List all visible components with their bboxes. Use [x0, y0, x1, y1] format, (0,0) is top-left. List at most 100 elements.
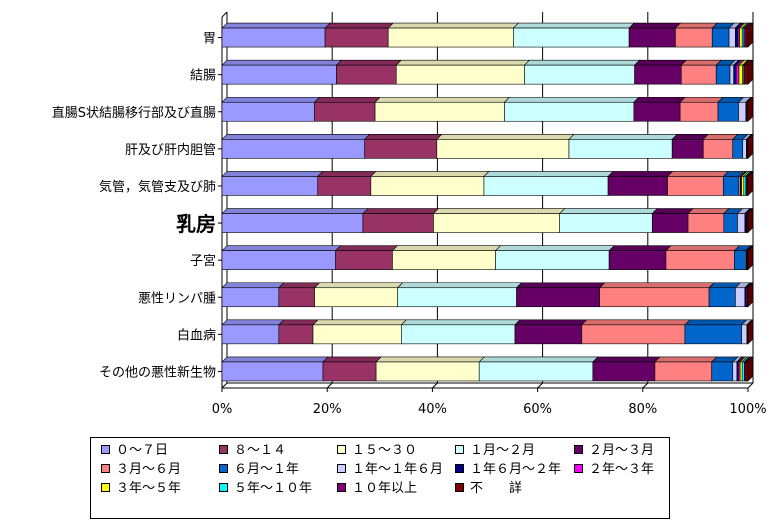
bar-row [221, 59, 754, 85]
bar-row [221, 356, 754, 382]
bar-segment-top [494, 245, 615, 251]
bar-segment [711, 361, 734, 382]
bar-segment [599, 287, 710, 308]
bar-segment-top [324, 22, 394, 29]
category-label: 白血病 [177, 327, 216, 343]
bar-segment [738, 64, 744, 85]
bar-segment [314, 287, 398, 308]
bar-segment [687, 213, 725, 233]
bar-segment [722, 176, 739, 196]
bar-segment-top [313, 96, 381, 103]
legend-item: ３月～６月 [101, 462, 181, 478]
bar-segment-top [680, 59, 722, 66]
bar-segment-top [313, 282, 404, 289]
bar-segment-top [370, 171, 490, 177]
bar-segment [592, 361, 656, 382]
legend-label: ３年～５年 [116, 481, 182, 496]
legend-item: 不 詳 [455, 481, 522, 497]
bar-segment [568, 139, 673, 159]
bar-segment [743, 27, 747, 48]
x-tick-label: 80% [628, 402, 657, 417]
bar-segment [702, 139, 734, 159]
bar-segment-top [568, 134, 678, 140]
bar-end-face [747, 207, 754, 234]
bar-segment-top [651, 208, 694, 214]
gridline-floor [642, 382, 649, 389]
bar-segment [732, 361, 738, 382]
bar-segment-top [395, 59, 531, 66]
bar-segment-top [221, 96, 321, 103]
x-tick-label: 100% [729, 402, 766, 417]
bar-segment-top [278, 282, 321, 289]
bar-segment [514, 324, 583, 345]
legend-item: ６月～１年 [219, 462, 299, 478]
bar-segment-top [558, 208, 658, 214]
bar-segment-top [221, 22, 331, 29]
legend-swatch [455, 464, 464, 473]
bar-segment [312, 324, 402, 345]
bar-segment [433, 213, 560, 233]
legend-item: ２年～３年 [574, 462, 654, 478]
bar-segment-top [503, 96, 640, 103]
bar-segment [392, 250, 496, 270]
bar-segment [736, 64, 740, 85]
bar-segment [715, 64, 731, 85]
bar-segment [711, 27, 730, 48]
bar-segment [317, 176, 372, 196]
bar-end-face [747, 319, 754, 345]
bar-segment-top [221, 59, 343, 66]
legend-label: １５～３０ [352, 443, 418, 458]
legend-label: １年～１年６月 [352, 462, 444, 477]
bar-segment [723, 213, 738, 233]
bar-row [221, 170, 754, 197]
bar-segment [221, 361, 324, 382]
bar-end-face [747, 356, 754, 382]
stacked-bar-chart: 胃結腸直腸S状結腸移行部及び直腸肝及び肝内胆管気管，気管支及び肺乳房子宮悪性リン… [52, 11, 767, 417]
bar-segment-top [608, 245, 672, 251]
bar-segment [401, 324, 516, 345]
gridline-floor [537, 382, 543, 389]
bar-segment-top [221, 282, 285, 289]
bar-segment [679, 101, 719, 122]
legend-item: ３年～５年 [101, 481, 181, 497]
legend-swatch [101, 464, 110, 473]
bar-segment-top [221, 356, 329, 363]
bar-segment [322, 361, 377, 382]
bar-segment [516, 287, 600, 308]
bar-segment [667, 176, 724, 196]
bar-segment [513, 27, 630, 48]
legend-swatch [219, 445, 228, 454]
bar-segment [314, 101, 376, 122]
legend-swatch [219, 483, 228, 492]
bar-segment [671, 139, 704, 159]
bar-end-face [747, 244, 754, 271]
bar-segment [654, 361, 713, 382]
category-labels: 胃結腸直腸S状結腸移行部及び直腸肝及び肝内胆管気管，気管支及び肺乳房子宮悪性リン… [52, 32, 222, 380]
legend-swatch [455, 483, 464, 492]
bar-segment-top [607, 171, 674, 177]
x-tick-label: 0% [212, 402, 233, 417]
bar-row [221, 96, 754, 122]
legend-label: ０～７日 [116, 443, 169, 458]
bar-segment [735, 27, 739, 48]
bar-segment-top [221, 245, 342, 251]
bar-end-face [747, 133, 754, 160]
bar-segment [221, 287, 280, 308]
gridline-floor [747, 382, 754, 389]
bar-segment [633, 101, 681, 122]
category-label: 乳房 [176, 212, 216, 236]
legend-label: １月～２月 [470, 443, 536, 458]
bar-segment [737, 213, 746, 233]
bar-segment [221, 213, 364, 233]
x-tick-label: 60% [523, 402, 552, 417]
bar-segment-top [436, 134, 575, 140]
bar-segment-top [592, 356, 661, 363]
bar-segment [732, 139, 744, 159]
bar-segment-top [708, 282, 742, 289]
bar-segment [744, 64, 749, 85]
legend-swatch [574, 445, 583, 454]
bar-segment [364, 139, 438, 159]
legend-label: ６月～１年 [234, 462, 300, 477]
bar-segment-top [633, 59, 687, 66]
bar-row [221, 22, 754, 48]
